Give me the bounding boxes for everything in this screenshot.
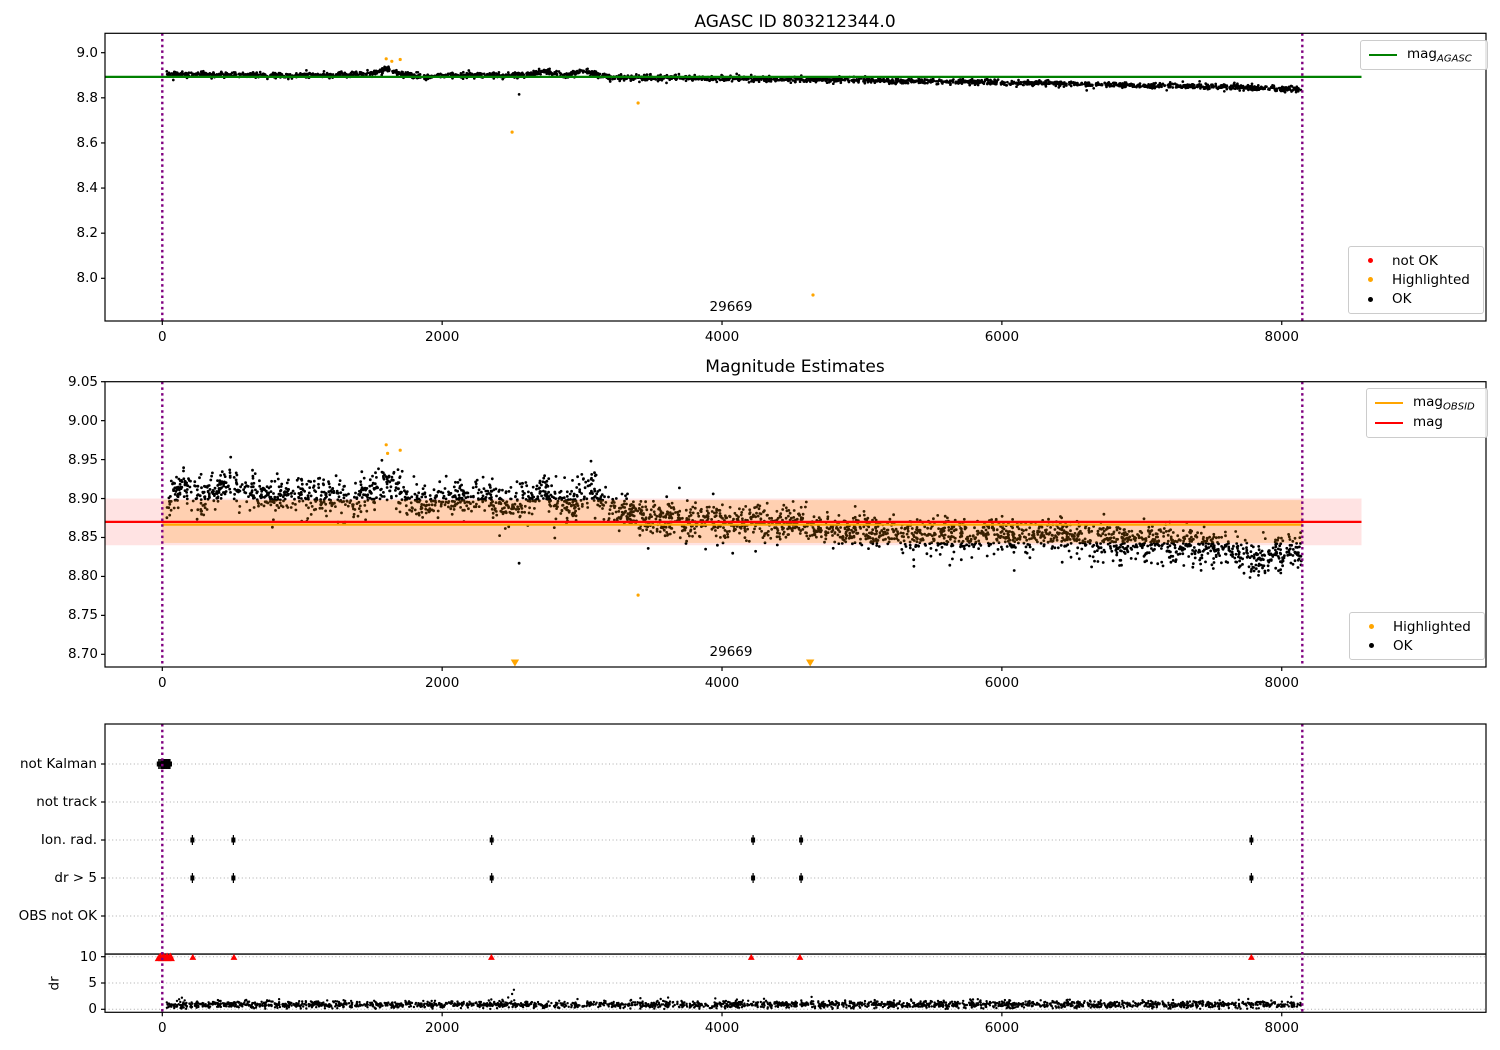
x-tick-label: 8000 bbox=[1264, 329, 1299, 345]
legend-label: Highlighted bbox=[1393, 618, 1471, 635]
legend-row: Highlighted bbox=[1358, 617, 1476, 636]
legend-row: OK bbox=[1358, 636, 1476, 655]
legend-row: not OK bbox=[1357, 251, 1475, 270]
y-tick-label: 8.2 bbox=[76, 225, 98, 242]
legend-mid-lines: magOBSID mag bbox=[1366, 388, 1488, 438]
offscale-low-marker bbox=[510, 659, 520, 667]
y-tick-label: 8.90 bbox=[67, 490, 98, 507]
obsid-annotation-top: 29669 bbox=[709, 299, 753, 315]
x-tick-label: 4000 bbox=[704, 675, 740, 691]
orange-dot-swatch bbox=[1358, 624, 1384, 629]
legend-top-markers: not OK Highlighted OK bbox=[1348, 246, 1484, 314]
y-tick-label: 8.75 bbox=[67, 607, 98, 624]
legend-mag-agasc: magAGASC bbox=[1360, 40, 1488, 70]
category-label: not Kalman bbox=[19, 756, 97, 772]
y-tick-label: 9.0 bbox=[76, 44, 98, 61]
x-tick-label: 2000 bbox=[424, 1020, 460, 1037]
y-tick-label: 8.6 bbox=[76, 134, 98, 151]
legend-row: magOBSID bbox=[1375, 393, 1479, 413]
legend-label: OK bbox=[1392, 291, 1412, 308]
black-dot-swatch bbox=[1358, 643, 1384, 648]
y-tick-label: 9.05 bbox=[67, 373, 98, 390]
offscale-low-marker bbox=[805, 659, 815, 667]
y-tick-label: 8.85 bbox=[67, 529, 98, 546]
y-tick-label: 8.8 bbox=[76, 89, 98, 106]
category-label: Ion. rad. bbox=[40, 832, 97, 848]
y-tick-label: 8.95 bbox=[67, 451, 98, 468]
orange-dot-swatch bbox=[1357, 277, 1383, 283]
legend-label: magAGASC bbox=[1407, 45, 1472, 65]
x-tick-label: 0 bbox=[158, 675, 167, 691]
x-tick-label: 4000 bbox=[704, 329, 740, 345]
top-plot-title: AGASC ID 803212344.0 bbox=[694, 12, 896, 32]
legend-row: mag bbox=[1375, 413, 1479, 433]
category-label: not track bbox=[36, 794, 97, 810]
legend-label: OK bbox=[1393, 637, 1413, 654]
dr-tick-label: 0 bbox=[88, 1001, 97, 1018]
x-tick-label: 8000 bbox=[1264, 1020, 1299, 1037]
x-tick-label: 2000 bbox=[424, 675, 460, 691]
black-dot-swatch bbox=[1357, 296, 1383, 302]
legend-row: magAGASC bbox=[1369, 45, 1479, 65]
y-tick-label: 8.0 bbox=[76, 270, 98, 287]
dr-tick-label: 5 bbox=[88, 975, 97, 991]
legend-row: OK bbox=[1357, 290, 1475, 309]
orange-line-swatch bbox=[1375, 402, 1403, 404]
legend-label: mag bbox=[1413, 413, 1443, 430]
legend-label: Highlighted bbox=[1392, 271, 1470, 288]
legend-label: magOBSID bbox=[1413, 393, 1475, 413]
red-dot-swatch bbox=[1357, 258, 1383, 264]
red-line-swatch bbox=[1375, 422, 1403, 424]
x-tick-label: 2000 bbox=[424, 329, 460, 345]
legend-row: Highlighted bbox=[1357, 270, 1475, 289]
category-label: dr > 5 bbox=[54, 870, 97, 886]
legend-mid-markers: Highlighted OK bbox=[1349, 612, 1485, 660]
y-tick-label: 8.4 bbox=[76, 180, 98, 197]
legend-label: not OK bbox=[1392, 252, 1438, 269]
x-tick-label: 6000 bbox=[984, 1020, 1020, 1037]
y-tick-label: 8.80 bbox=[67, 568, 98, 585]
x-tick-label: 0 bbox=[158, 1020, 167, 1037]
obsid-annotation-middle: 29669 bbox=[709, 644, 753, 660]
x-tick-label: 8000 bbox=[1264, 675, 1299, 691]
x-tick-label: 6000 bbox=[984, 675, 1020, 691]
y-tick-label: 9.00 bbox=[67, 412, 98, 429]
x-tick-label: 6000 bbox=[984, 329, 1020, 345]
category-label: OBS not OK bbox=[18, 908, 97, 924]
x-tick-label: 4000 bbox=[704, 1020, 740, 1037]
green-line-swatch bbox=[1369, 54, 1397, 56]
x-tick-label: 0 bbox=[158, 329, 167, 345]
middle-plot-title: Magnitude Estimates bbox=[705, 357, 885, 377]
y-tick-label: 8.70 bbox=[67, 646, 98, 663]
dr-tick-label: 10 bbox=[79, 948, 97, 965]
